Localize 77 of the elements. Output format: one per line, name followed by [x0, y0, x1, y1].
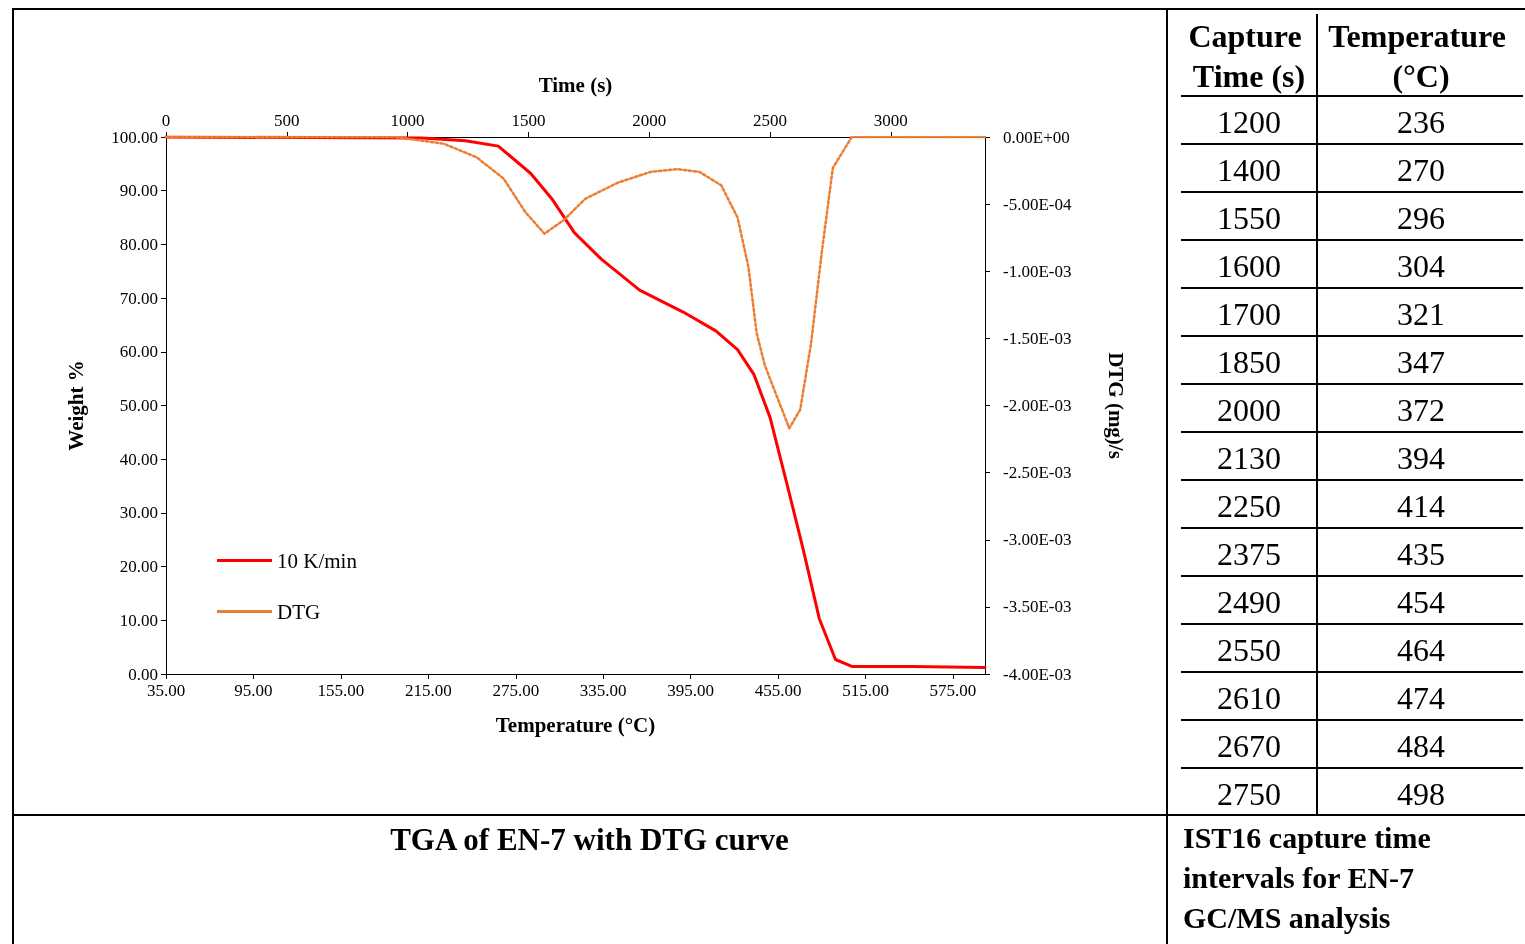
x2-tick-label: 3000 — [873, 111, 908, 130]
category-label: 1200 — [1217, 104, 1281, 140]
y-tick-label: 60.00 — [119, 342, 158, 362]
x-tick-label: 155.00 — [317, 681, 365, 700]
y-tick-label: 100.00 — [111, 127, 158, 147]
category-label: 1400 — [1217, 152, 1281, 188]
y-tick-label: 50.00 — [119, 396, 158, 415]
category-label: 2670 — [1217, 728, 1281, 764]
y2-tick-label: -2.50E-03 — [1003, 463, 1072, 483]
data-label: 498 — [1397, 776, 1445, 812]
x2-tick-label: 2500 — [752, 111, 787, 130]
x-tick-label: 395.00 — [667, 681, 714, 700]
text: Capture Time (s) — [1188, 18, 1310, 94]
category-label: 1550 — [1217, 200, 1281, 236]
x-tick-label: 515.00 — [842, 681, 889, 700]
y-tick-label: 0.00 — [128, 664, 158, 684]
data-label: 304 — [1397, 248, 1445, 284]
x-tick-label: 455.00 — [754, 681, 802, 700]
text: IST16 capture time intervals for EN-7 GC/MS analysis — [1183, 820, 1432, 936]
data-label: 347 — [1397, 344, 1445, 380]
x2-tick-label: 2000 — [632, 111, 667, 130]
y-tick-label: 10.00 — [119, 610, 158, 630]
data-label: 484 — [1397, 728, 1445, 764]
category-label: 2750 — [1217, 776, 1281, 812]
data-label: 270 — [1397, 152, 1445, 188]
category-label: 1700 — [1217, 296, 1281, 332]
y-tick-label: 40.00 — [119, 449, 158, 469]
data-label: 372 — [1397, 392, 1445, 428]
x-tick-label: 575.00 — [929, 681, 977, 700]
data-label: 394 — [1397, 440, 1445, 476]
data-label: 321 — [1397, 296, 1445, 332]
y2-tick-label: -1.50E-03 — [1003, 328, 1072, 348]
x-tick-label: 275.00 — [492, 681, 540, 700]
x2-tick-label: 500 — [274, 111, 300, 130]
x2-axis-title: Time (s) — [538, 72, 613, 97]
y2-tick-label: -2.00E-03 — [1003, 396, 1072, 415]
legend-label: DTG — [277, 599, 321, 624]
x-tick-label: 95.00 — [234, 681, 273, 700]
category-label: 1600 — [1217, 248, 1281, 284]
category-label: 2130 — [1217, 440, 1281, 476]
y-tick-label: 20.00 — [119, 557, 158, 577]
y2-tick-label: 0.00E+00 — [1003, 127, 1070, 147]
category-label: 2375 — [1217, 536, 1281, 572]
data-label: 236 — [1397, 104, 1445, 140]
x2-tick-label: 1000 — [390, 111, 425, 130]
x2-tick-label: 1500 — [511, 111, 546, 130]
x2-tick-label: 0 — [161, 111, 171, 130]
category-label: 2000 — [1217, 392, 1281, 428]
y-tick-label: 70.00 — [119, 288, 158, 308]
y-tick-label: 30.00 — [119, 503, 158, 523]
y2-tick-label: -4.00E-03 — [1003, 664, 1072, 684]
data-label: 464 — [1397, 632, 1445, 668]
category-label: 2550 — [1217, 632, 1281, 668]
y2-tick-label: -5.00E-04 — [1003, 194, 1072, 214]
text: Temperature (°C) — [1328, 18, 1514, 94]
x-tick-label: 35.00 — [146, 681, 186, 700]
x-axis-title: Temperature (°C) — [495, 712, 656, 737]
y-tick-label: 90.00 — [119, 181, 158, 201]
y-tick-label: 80.00 — [119, 234, 158, 254]
y-axis-title: Weight % — [63, 360, 88, 451]
y2-tick-label: -1.00E-03 — [1003, 261, 1072, 281]
data-label: 296 — [1397, 200, 1445, 236]
data-label: 435 — [1397, 536, 1445, 572]
data-label: 474 — [1397, 680, 1445, 716]
y2-axis-title: DTG (mg)/s — [1103, 352, 1128, 459]
category-label: 1850 — [1217, 344, 1281, 380]
category-label: 2250 — [1217, 488, 1281, 524]
y2-tick-label: -3.50E-03 — [1003, 597, 1072, 617]
x-tick-label: 335.00 — [579, 681, 627, 700]
data-label: 414 — [1397, 488, 1445, 524]
y2-tick-label: -3.00E-03 — [1003, 530, 1072, 550]
category-label: 2610 — [1217, 680, 1281, 716]
data-label: 454 — [1397, 584, 1445, 620]
x-tick-label: 215.00 — [404, 681, 452, 700]
text: TGA of EN-7 with DTG curve — [389, 821, 790, 859]
legend-label: 10 K/min — [277, 548, 358, 573]
category-label: 2490 — [1217, 584, 1281, 620]
